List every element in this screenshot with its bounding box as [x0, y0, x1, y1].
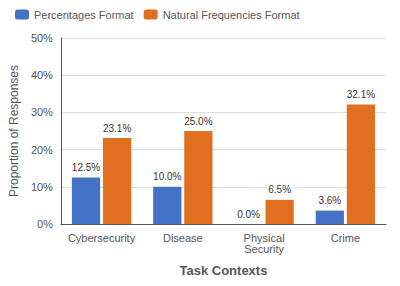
svg-text:20%: 20%	[31, 144, 53, 156]
svg-text:10.0%: 10.0%	[153, 171, 181, 182]
svg-text:Disease: Disease	[163, 232, 203, 244]
svg-text:50%: 50%	[31, 32, 53, 44]
svg-text:Percentages Format: Percentages Format	[34, 9, 134, 21]
svg-text:6.5%: 6.5%	[268, 184, 291, 195]
svg-text:10%: 10%	[31, 181, 53, 193]
svg-text:3.6%: 3.6%	[318, 195, 341, 206]
svg-text:Proportion of Responses: Proportion of Responses	[7, 65, 21, 197]
svg-text:Task Contexts: Task Contexts	[180, 263, 268, 278]
svg-text:12.5%: 12.5%	[72, 162, 100, 173]
svg-text:0%: 0%	[37, 218, 53, 230]
svg-text:30%: 30%	[31, 106, 53, 118]
svg-text:32.1%: 32.1%	[347, 89, 375, 100]
svg-text:40%: 40%	[31, 69, 53, 81]
svg-text:0.0%: 0.0%	[237, 209, 260, 220]
svg-text:Natural Frequencies Format: Natural Frequencies Format	[163, 9, 300, 21]
svg-text:Crime: Crime	[331, 232, 360, 244]
svg-text:Security: Security	[244, 243, 284, 255]
svg-text:Cybersecurity: Cybersecurity	[68, 232, 136, 244]
svg-text:23.1%: 23.1%	[103, 123, 131, 134]
svg-text:25.0%: 25.0%	[184, 116, 212, 127]
svg-text:Physical: Physical	[243, 231, 285, 244]
